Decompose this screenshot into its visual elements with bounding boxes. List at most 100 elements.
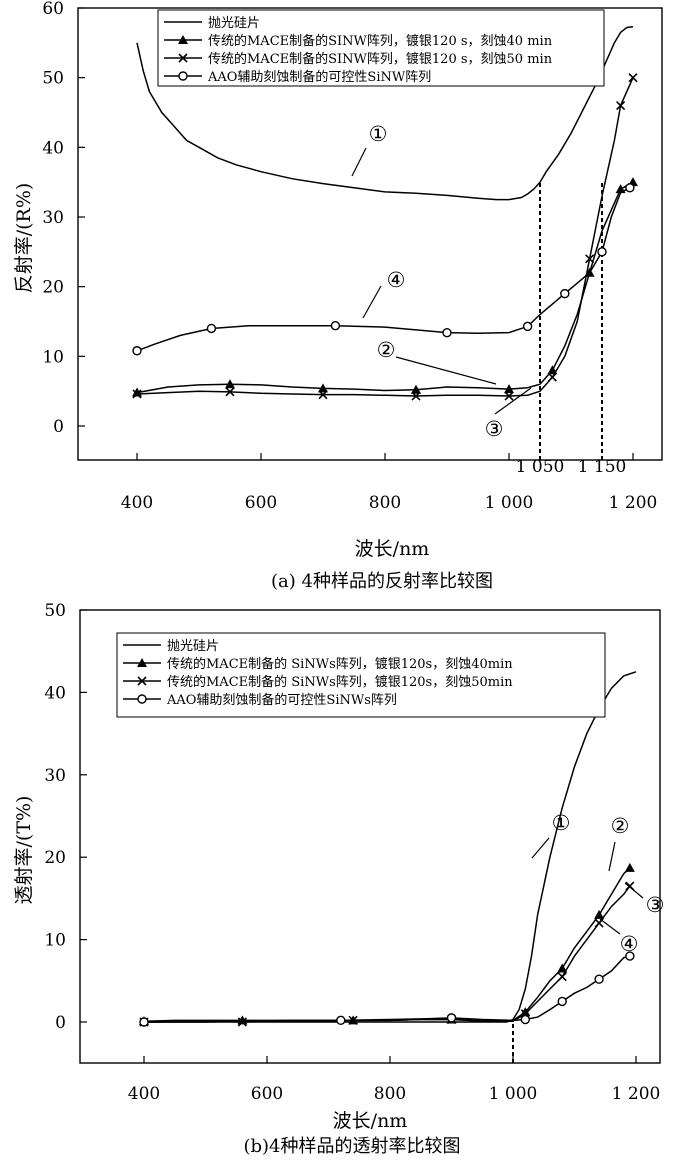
y-tick-label: 40 — [44, 683, 66, 703]
data-point — [411, 391, 421, 401]
legend-entry: 传统的MACE制备的SINW阵列，镀银120 s，刻蚀50 min — [208, 51, 553, 67]
data-point — [504, 391, 514, 401]
legend-marker — [178, 71, 188, 81]
curve-annotation: ③ — [646, 893, 665, 917]
data-point — [520, 1007, 531, 1017]
x-tick-label: 400 — [121, 493, 153, 513]
data-point — [520, 1014, 530, 1025]
data-point — [522, 321, 533, 332]
annotation-leader — [362, 285, 382, 319]
y-tick-label: 0 — [55, 1013, 66, 1033]
data-point — [628, 73, 638, 83]
x-tick-label: 1 200 — [609, 493, 658, 513]
annotation-leader — [624, 882, 644, 899]
legend-entry: 传统的MACE制备的 SiNWs阵列，镀银120s，刻蚀50min — [167, 674, 513, 690]
legend-marker — [137, 676, 147, 686]
curve-annotation: ② — [377, 338, 396, 362]
series-line-4 — [136, 187, 631, 352]
reflectance-chart: 0 10 20 30 40 50 60 400 600 800 1 000 1 200 1 050 1 1… — [42, 0, 663, 513]
plot-frame — [79, 609, 661, 1064]
data-point — [336, 1015, 346, 1026]
curve-annotation: ① — [552, 811, 571, 835]
series-line-2 — [136, 181, 634, 394]
annotation-leader — [395, 356, 497, 385]
data-point — [442, 327, 452, 338]
y-tick-label: 30 — [44, 766, 66, 786]
data-point — [318, 383, 328, 393]
series-line-4 — [144, 955, 631, 1023]
y-tick-label: 0 — [53, 417, 64, 437]
x-tick-label-upper: 1 050 — [516, 457, 565, 477]
reflectance-caption: (a) 4种样品的反射率比较图 — [271, 571, 493, 592]
data-point — [547, 372, 557, 382]
legend-entry: 传统的MACE制备的SINW阵列，镀银120 s，刻蚀40 min — [208, 33, 553, 49]
legend-entry: 抛光硅片 — [208, 16, 260, 31]
x-tick-label: 800 — [369, 493, 401, 513]
transmittance-ylabel: 透射率/(T%) — [13, 796, 35, 905]
x-tick-label-upper: 1 150 — [578, 457, 627, 477]
y-tick-label: 50 — [42, 69, 64, 89]
data-point — [594, 909, 605, 919]
legend-marker — [178, 35, 188, 44]
annotation-leader — [531, 837, 550, 859]
annotation-leader — [351, 147, 367, 177]
annotation-leader — [608, 841, 616, 872]
legend-marker — [137, 694, 147, 704]
data-point — [557, 963, 568, 973]
data-point — [318, 390, 328, 400]
y-tick-label: 20 — [44, 848, 66, 868]
curve-annotation: ④ — [620, 932, 639, 956]
curve-annotation: ② — [611, 814, 630, 838]
reflectance-xlabel: 波长/nm — [355, 538, 430, 560]
annotation-leader — [494, 387, 532, 415]
x-tick-label: 800 — [374, 1084, 406, 1104]
y-tick-label: 60 — [42, 0, 64, 19]
x-tick-label: 1 000 — [485, 493, 534, 513]
data-point — [625, 951, 635, 961]
data-point — [585, 254, 595, 264]
y-tick-label: 20 — [42, 278, 64, 298]
x-tick-label: 600 — [245, 493, 277, 513]
series-line-3 — [136, 77, 634, 397]
y-tick-label: 10 — [42, 347, 64, 367]
y-tick-label: 10 — [44, 931, 66, 951]
legend-entry: 传统的MACE制备的 SiNWs阵列，镀银120s，刻蚀40min — [167, 656, 513, 672]
legend-marker — [137, 658, 147, 667]
data-point — [560, 288, 570, 299]
annotation-leader — [599, 918, 621, 935]
curve-annotation: ④ — [387, 268, 406, 292]
transmittance-caption: (b)4种样品的透射率比较图 — [243, 1136, 460, 1157]
data-point — [504, 384, 514, 394]
data-point — [132, 346, 142, 356]
reflectance-ylabel: 反射率/(R%) — [13, 183, 35, 294]
data-point — [225, 387, 235, 397]
data-point — [557, 972, 567, 982]
x-tick-label: 400 — [128, 1084, 160, 1104]
data-point — [594, 974, 604, 984]
legend-entry: 抛光硅片 — [167, 639, 219, 654]
data-point — [616, 100, 626, 111]
data-point — [132, 389, 142, 399]
legend-box — [116, 632, 606, 718]
data-point — [139, 1017, 149, 1027]
curve-annotation: ① — [369, 122, 388, 146]
curve-annotation: ③ — [485, 417, 504, 441]
legend-entry: AAO辅助刻蚀制备的可控性SiNWs阵列 — [166, 692, 397, 708]
data-point — [225, 379, 235, 389]
x-tick-label: 1 200 — [612, 1084, 661, 1104]
legend-marker — [178, 53, 188, 63]
data-point — [206, 323, 217, 334]
data-point — [557, 996, 567, 1007]
data-point — [625, 183, 635, 193]
data-point — [446, 1013, 457, 1023]
series-line-2 — [143, 867, 631, 1022]
series-line-3 — [144, 885, 631, 1023]
transmittance-xlabel: 波长/nm — [333, 1110, 408, 1132]
transmittance-chart: 0 10 20 30 40 50 400 600 800 1 000 1 200 抛光硅片传统的MAC… — [44, 601, 664, 1104]
y-tick-label: 40 — [42, 138, 64, 158]
y-tick-label: 50 — [44, 601, 66, 621]
data-point — [411, 384, 421, 394]
data-point — [624, 862, 635, 872]
data-point — [597, 247, 607, 257]
